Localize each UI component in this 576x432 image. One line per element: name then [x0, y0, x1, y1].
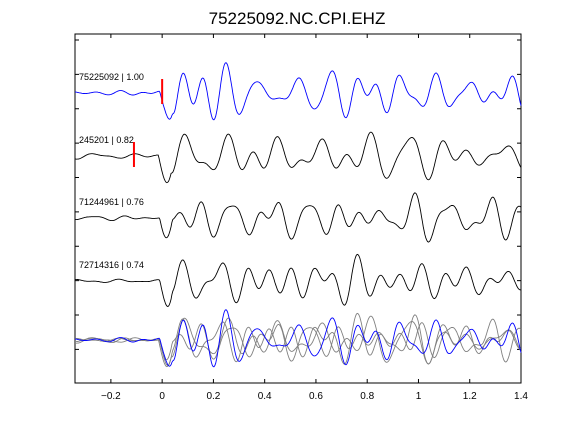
overlay-trace-line	[74, 309, 522, 368]
trace-label: 245201 | 0.82	[79, 135, 134, 145]
trace-label: 75225092 | 1.00	[79, 72, 144, 82]
trace-line	[74, 62, 522, 121]
trace-line	[74, 131, 522, 184]
trace-label: 72714316 | 0.74	[79, 260, 144, 270]
x-tick-label: 0	[159, 391, 165, 402]
x-axis: −0.2 0 0.2 0.4 0.6 0.8 1 1.2 1.4	[101, 34, 528, 402]
x-tick-label: 0.6	[309, 391, 323, 402]
pick-markers	[132, 79, 164, 167]
chart-title: 75225092.NC.CPI.EHZ	[209, 9, 386, 28]
axes-frame	[74, 33, 522, 384]
x-tick-label: −0.2	[101, 391, 121, 402]
x-tick-label: 1	[416, 391, 422, 402]
overlay-trace-line	[74, 315, 522, 368]
trace-line	[75, 253, 522, 308]
trace-line	[75, 192, 522, 243]
y-ticks	[75, 39, 521, 350]
x-tick-label: 1.4	[514, 391, 528, 402]
x-tick-label: 1.2	[463, 391, 477, 402]
x-tick-label: 0.4	[258, 391, 272, 402]
traces	[74, 62, 522, 308]
x-tick-label: 0.8	[360, 391, 374, 402]
overlay-traces	[74, 309, 522, 368]
trace-label: 71244961 | 0.76	[79, 197, 144, 207]
x-tick-label: 0.2	[206, 391, 220, 402]
trace-labels: 75225092 | 1.00 245201 | 0.82 71244961 | 0…	[79, 72, 144, 270]
